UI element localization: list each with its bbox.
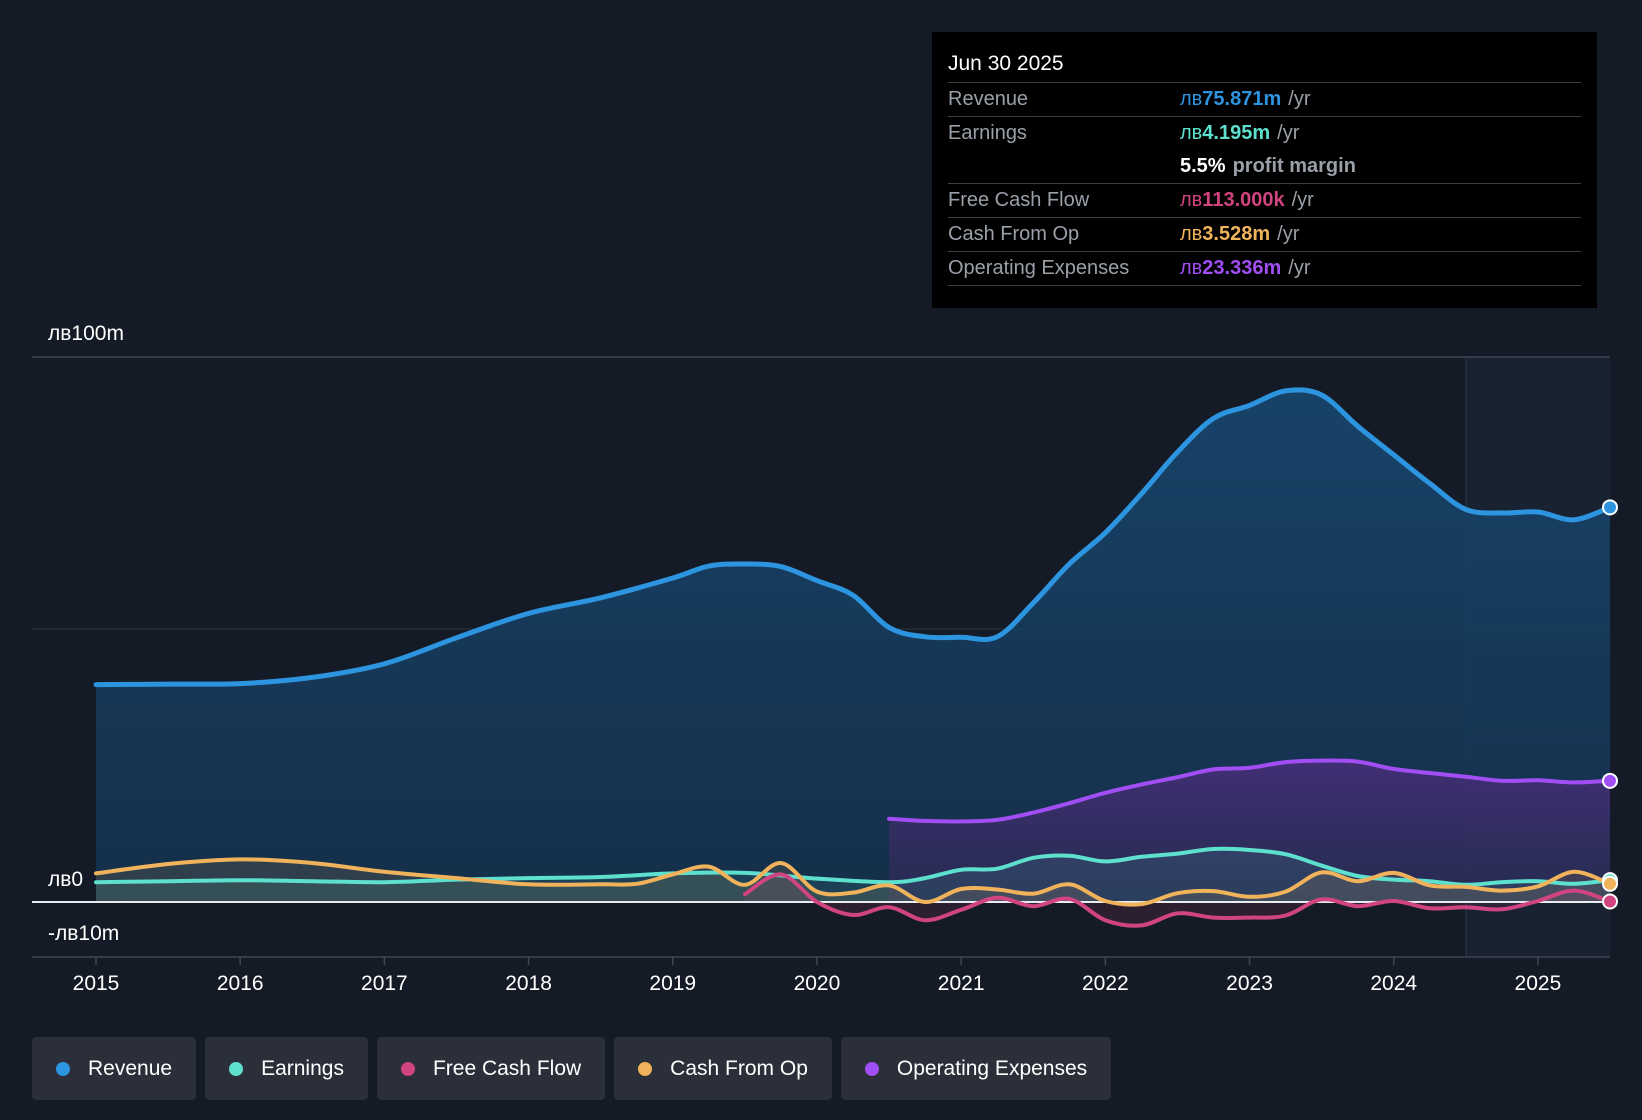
y-tick-label-zero: лв0 — [48, 868, 83, 891]
tooltip-value: лв113.000k — [1180, 189, 1285, 212]
tooltip-currency: лв — [1180, 88, 1203, 110]
tooltip-label: Free Cash Flow — [948, 189, 1090, 211]
tooltip-amount: 23.336m — [1202, 257, 1282, 279]
tooltip-amount: 5.5% — [1180, 155, 1226, 177]
x-tick-label: 2023 — [1226, 972, 1273, 995]
legend-label: Free Cash Flow — [432, 1056, 582, 1080]
operating-expenses-line — [887, 758, 1612, 824]
legend-item-cash-from-op[interactable]: Cash From Op — [614, 1037, 832, 1100]
tooltip-unit: /yr — [1277, 223, 1300, 245]
tooltip-row-revenue: Revenue лв75.871m /yr — [948, 82, 1581, 116]
tooltip-value: 5.5% — [1180, 155, 1226, 178]
legend-item-free-cash-flow[interactable]: Free Cash Flow — [376, 1037, 606, 1100]
tooltip-unit: /yr — [1277, 122, 1300, 144]
x-tick-label: 2022 — [1082, 972, 1129, 995]
tooltip-amount: 113.000k — [1202, 189, 1285, 211]
tooltip-row-free-cash-flow: Free Cash Flow лв113.000k /yr — [948, 183, 1581, 217]
tooltip: Jun 30 2025 Revenue лв75.871m /yr Earnin… — [932, 32, 1597, 308]
x-tick-label: 2024 — [1370, 972, 1417, 995]
tooltip-row-operating-expenses: Operating Expenses лв23.336m /yr — [948, 251, 1581, 286]
y-tick-label-bottom: -лв10m — [48, 922, 119, 945]
x-tick-label: 2021 — [938, 972, 985, 995]
tooltip-row-cash-from-op: Cash From Op лв3.528m /yr — [948, 217, 1581, 251]
legend-dot-icon — [400, 1061, 415, 1076]
tooltip-amount: 4.195m — [1202, 122, 1271, 144]
y-tick-label-top: лв100m — [48, 322, 124, 345]
tooltip-unit: /yr — [1291, 189, 1314, 211]
tooltip-unit: profit margin — [1232, 155, 1356, 177]
revenue-end-marker — [1602, 499, 1618, 516]
legend-item-earnings[interactable]: Earnings — [205, 1037, 368, 1100]
cash-from-op-line — [94, 857, 1612, 907]
tooltip-currency: лв — [1180, 257, 1203, 279]
legend-item-operating-expenses[interactable]: Operating Expenses — [840, 1037, 1112, 1100]
x-tick-label: 2016 — [217, 972, 264, 995]
legend-dot-icon — [56, 1061, 70, 1076]
x-tick-label: 2020 — [794, 972, 841, 995]
tooltip-value: лв4.195m — [1180, 122, 1270, 145]
cash-from-op-area — [96, 859, 1610, 905]
legend: Revenue Earnings Free Cash Flow Cash Fro… — [32, 1037, 1112, 1100]
legend-label: Earnings — [261, 1056, 344, 1080]
tooltip-currency: лв — [1180, 122, 1203, 144]
x-tick-label: 2025 — [1515, 972, 1562, 995]
legend-item-revenue[interactable]: Revenue — [32, 1037, 197, 1100]
tooltip-amount: 75.871m — [1202, 88, 1282, 110]
x-tick-label: 2017 — [361, 972, 408, 995]
x-tick-label: 2015 — [73, 972, 120, 995]
tooltip-label: Cash From Op — [948, 223, 1080, 245]
x-tick-label: 2018 — [505, 972, 552, 995]
tooltip-unit: /yr — [1288, 88, 1311, 110]
tooltip-label: Operating Expenses — [948, 257, 1130, 279]
operating-expenses-area — [889, 760, 1610, 902]
tooltip-value: лв75.871m — [1180, 88, 1281, 111]
legend-label: Operating Expenses — [896, 1056, 1088, 1080]
cash-from-op-end-marker — [1602, 875, 1618, 892]
tooltip-value: лв3.528m — [1180, 223, 1270, 246]
revenue-line — [93, 387, 1613, 688]
legend-label: Revenue — [88, 1056, 173, 1080]
tooltip-row-earnings: Earnings лв4.195m /yr — [948, 116, 1581, 150]
legend-label: Cash From Op — [670, 1056, 808, 1080]
x-tick-label: 2019 — [649, 972, 696, 995]
free-cash-flow-end-marker — [1602, 893, 1618, 910]
tooltip-currency: лв — [1180, 189, 1203, 211]
tooltip-amount: 3.528m — [1202, 223, 1271, 245]
tooltip-unit: /yr — [1288, 257, 1311, 279]
operating-expenses-end-marker — [1602, 772, 1618, 789]
tooltip-label: Revenue — [948, 88, 1029, 110]
legend-dot-icon — [638, 1061, 653, 1076]
tooltip-row-profit-margin: 5.5% profit margin — [948, 150, 1581, 183]
free-cash-flow-line — [742, 872, 1612, 928]
tooltip-value: лв23.336m — [1180, 257, 1281, 280]
tooltip-label: Earnings — [948, 122, 1027, 144]
legend-dot-icon — [229, 1061, 244, 1076]
legend-dot-icon — [864, 1061, 879, 1076]
tooltip-currency: лв — [1180, 223, 1203, 245]
tooltip-date: Jun 30 2025 — [948, 52, 1064, 75]
earnings-area — [96, 848, 1610, 902]
